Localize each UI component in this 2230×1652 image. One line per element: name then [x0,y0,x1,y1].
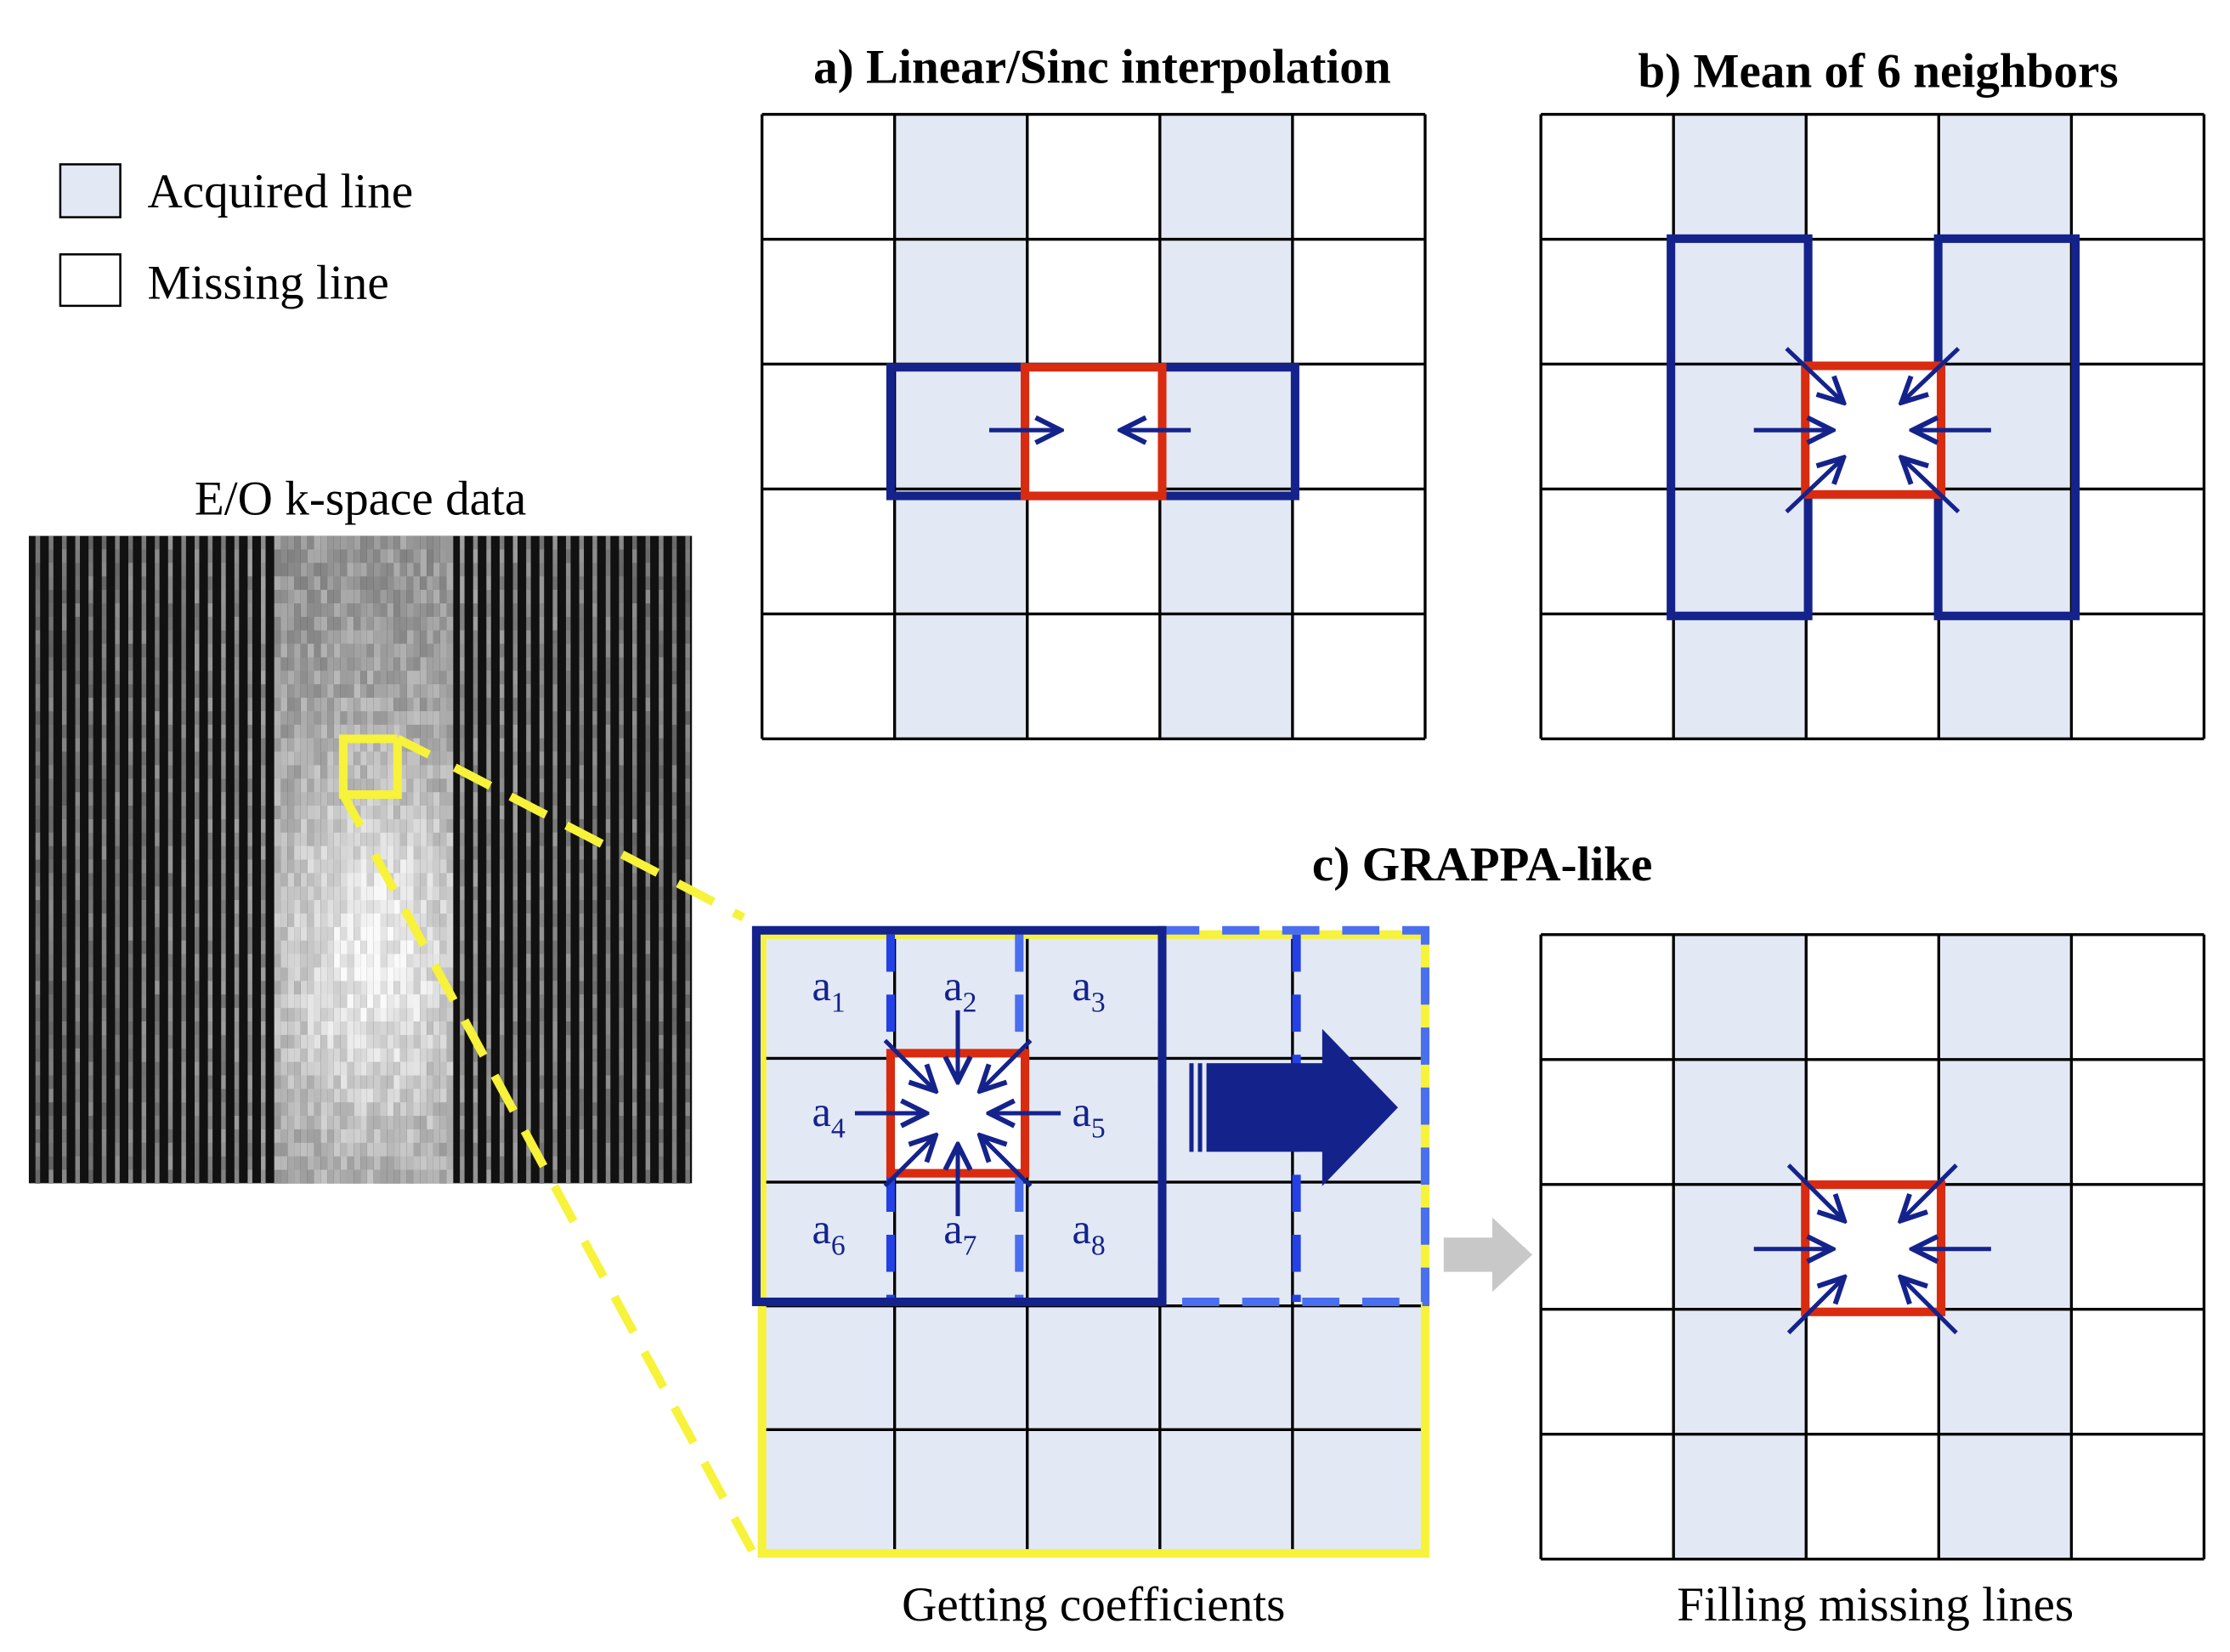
missing-line [2071,934,2205,1559]
getting-coefficients-caption: Getting coefficients [902,1578,1285,1632]
arrow-icon [980,1038,1033,1090]
panel-c-kernel: a1 a2 a3 a4 a5 a6 a7 a8 [751,925,1429,1559]
panel-a-kernel [886,363,1299,501]
acquired-label: Acquired line [148,165,414,218]
missing-line [1541,934,1674,1559]
slide-arrow-icon [1189,1028,1398,1186]
acquired-line [1292,934,1425,1553]
arrow-icon [1786,1163,1844,1220]
arrow-icon [1785,458,1843,514]
arrow-icon [1786,1277,1844,1335]
missing-line [761,114,895,739]
panel-c-title: c) GRAPPA-like [1312,838,1653,891]
gray-arrow-icon [1443,1217,1533,1293]
acquired-line [1939,114,2072,739]
arrow-icon [1901,458,1961,514]
arrow-icon [1785,347,1843,403]
missing-line [1292,114,1425,739]
acquired-line [894,114,1027,739]
coefficient-label: a4 [812,1088,845,1144]
panel-a-title: a) Linear/Sinc interpolation [813,41,1391,94]
acquired-line [894,934,1027,1553]
acquired-line [1027,934,1160,1553]
acquired-line [1159,934,1293,1553]
coefficient-label: a1 [812,962,845,1018]
coefficient-label: a3 [1073,962,1106,1018]
arrow-icon [1901,1277,1958,1335]
acquired-line [1673,114,1807,739]
coefficient-label: a2 [943,962,976,1018]
panel-b-title: b) Mean of 6 neighbors [1638,45,2118,99]
acquired-swatch [59,163,122,218]
panel-a-grid [760,112,1427,741]
zoom-indicator [338,734,756,1553]
arrow-icon [883,1135,935,1188]
kspace-title: E/O k-space data [195,472,526,525]
panel-b-kernel [1667,234,2080,620]
coefficient-label: a8 [1073,1205,1106,1261]
arrow-icon [980,1135,1033,1188]
missing-line [2071,114,2205,739]
arrow-icon [1901,1163,1958,1220]
coefficient-label: a6 [812,1205,845,1261]
missing-line [1541,114,1674,739]
arrow-icon [883,1038,935,1090]
coefficient-label: a7 [943,1205,976,1261]
panel-c-fill [1753,1163,1991,1335]
acquired-line [761,934,895,1553]
arrow-icon [1901,347,1961,403]
filling-missing-lines-caption: Filling missing lines [1677,1578,2074,1632]
missing-label: Missing line [148,256,389,309]
acquired-line [1159,114,1293,739]
missing-swatch [59,253,122,308]
coefficient-label: a5 [1073,1088,1106,1144]
kspace-image [28,535,693,1184]
legend: Acquired line Missing line [59,163,414,309]
